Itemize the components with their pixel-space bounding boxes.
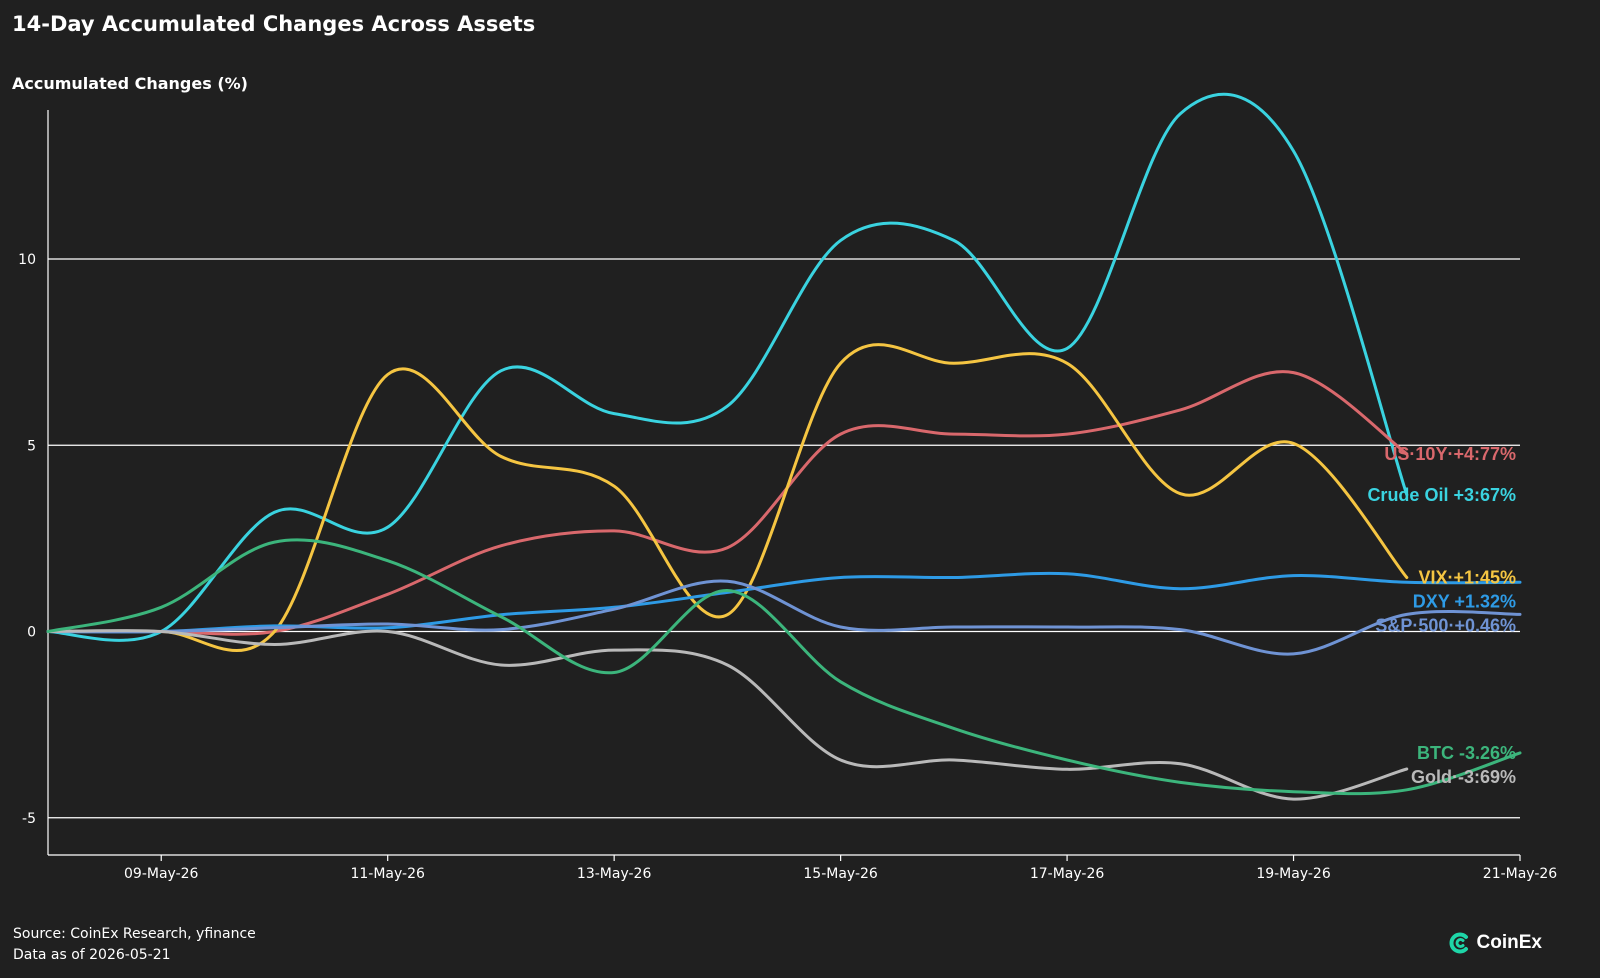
line-chart: -5 0 5 10 09-May-26 11-May-26 13-May-26 15-May-… bbox=[18, 92, 1558, 882]
brand-logo: CoinEx bbox=[1447, 930, 1542, 956]
y-tick-label: -5 bbox=[22, 811, 36, 827]
series-end-label-dxy: DXY +1.32% bbox=[1413, 591, 1516, 611]
series-end-label-s-p-500: S&P·500·+0.46% bbox=[1375, 615, 1516, 635]
series-line-btc bbox=[46, 538, 1522, 796]
series-line-crude-oil bbox=[46, 92, 1409, 642]
chart-footer: Source: CoinEx Research, yfinance Data a… bbox=[13, 924, 256, 966]
series-end-label-gold: Gold·-3:69% bbox=[1411, 767, 1516, 787]
y-tick-label: 5 bbox=[27, 438, 36, 454]
x-tick-label: 09-May-26 bbox=[124, 866, 199, 882]
series-end-label-us-10y: US·10Y·+4:77% bbox=[1384, 444, 1516, 464]
x-tick-label: 11-May-26 bbox=[350, 866, 425, 882]
series-line-us-10y bbox=[46, 370, 1409, 636]
x-tick-label: 15-May-26 bbox=[803, 866, 878, 882]
series-end-label-crude-oil: Crude Oil +3:67% bbox=[1367, 485, 1516, 505]
series-line-gold bbox=[46, 629, 1409, 801]
series-end-label-vix: VIX·+1:45% bbox=[1418, 567, 1516, 587]
y-axis-label: Accumulated Changes (%) bbox=[12, 74, 248, 93]
y-tick-label: 0 bbox=[27, 625, 36, 641]
x-tick-label: 19-May-26 bbox=[1256, 866, 1331, 882]
series-end-label-btc: BTC -3.26% bbox=[1417, 743, 1516, 763]
x-tick-label: 21-May-26 bbox=[1483, 866, 1558, 882]
y-tick-label: 10 bbox=[18, 252, 36, 268]
source-note: Source: CoinEx Research, yfinance bbox=[13, 926, 256, 942]
x-tick-label: 17-May-26 bbox=[1030, 866, 1105, 882]
x-tick-label: 13-May-26 bbox=[577, 866, 652, 882]
coinex-logo-icon bbox=[1449, 932, 1468, 954]
series-line-s-p-500 bbox=[46, 579, 1522, 656]
chart-title: 14-Day Accumulated Changes Across Assets bbox=[12, 12, 536, 36]
data-date-note: Data as of 2026-05-21 bbox=[13, 947, 171, 963]
series-line-vix bbox=[46, 343, 1409, 652]
brand-name: CoinEx bbox=[1476, 932, 1542, 953]
